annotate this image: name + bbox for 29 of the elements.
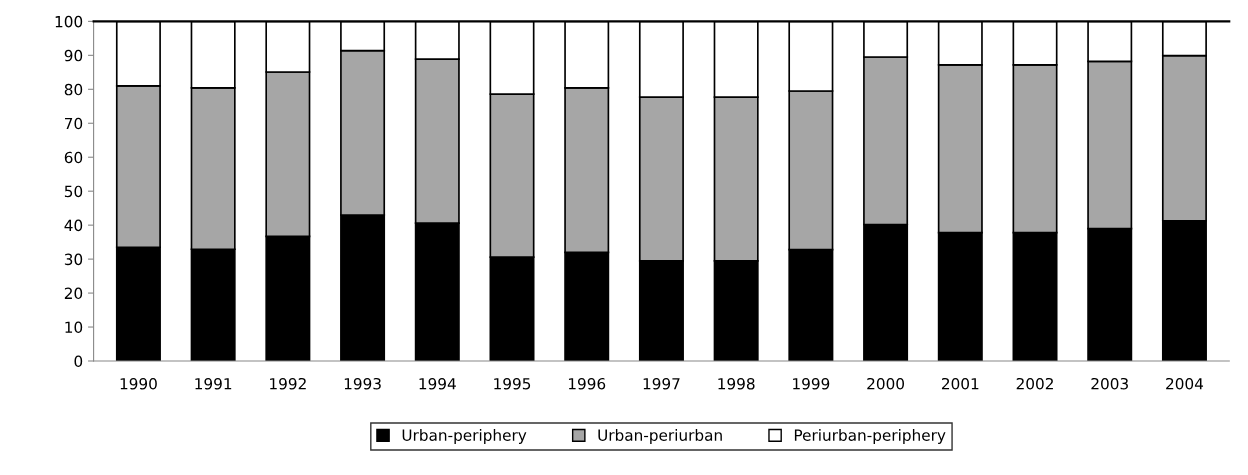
y-tick-label: 50 (64, 185, 83, 198)
x-tick-label: 1991 (195, 377, 232, 390)
y-tick-label: 10 (65, 321, 83, 334)
x-tick-label: 2000 (867, 377, 905, 390)
y-tick-label: 40 (64, 219, 83, 232)
legend-label: Urban-periphery (402, 429, 527, 444)
x-tick-label: 1994 (419, 377, 456, 390)
y-tick-label: 60 (64, 151, 83, 164)
y-tick-label: 70 (65, 117, 83, 130)
legend-label: Urban-periurban (598, 429, 722, 444)
x-tick-label: 2002 (1016, 377, 1053, 390)
x-tick-label: 2004 (1166, 377, 1204, 390)
x-tick-label: 2001 (941, 377, 979, 390)
y-tick-label: 20 (64, 287, 83, 300)
x-tick-label: 1990 (120, 377, 157, 390)
y-tick-label: 80 (64, 83, 83, 96)
x-tick-label: 1993 (344, 377, 381, 390)
x-tick-label: 1996 (568, 377, 606, 390)
y-tick-label: 30 (64, 253, 83, 266)
x-tick-label: 1995 (494, 377, 531, 390)
y-tick-label: 90 (64, 49, 83, 62)
x-tick-label: 1999 (793, 377, 830, 390)
x-tick-label: 1998 (718, 377, 755, 390)
y-tick-label: 100 (55, 15, 83, 28)
y-tick-label: 0 (74, 355, 83, 368)
x-tick-label: 1992 (270, 377, 306, 390)
x-tick-label: 1997 (643, 377, 680, 390)
legend-label: Periurban-periphery (794, 429, 946, 444)
x-tick-label: 2003 (1091, 377, 1128, 390)
